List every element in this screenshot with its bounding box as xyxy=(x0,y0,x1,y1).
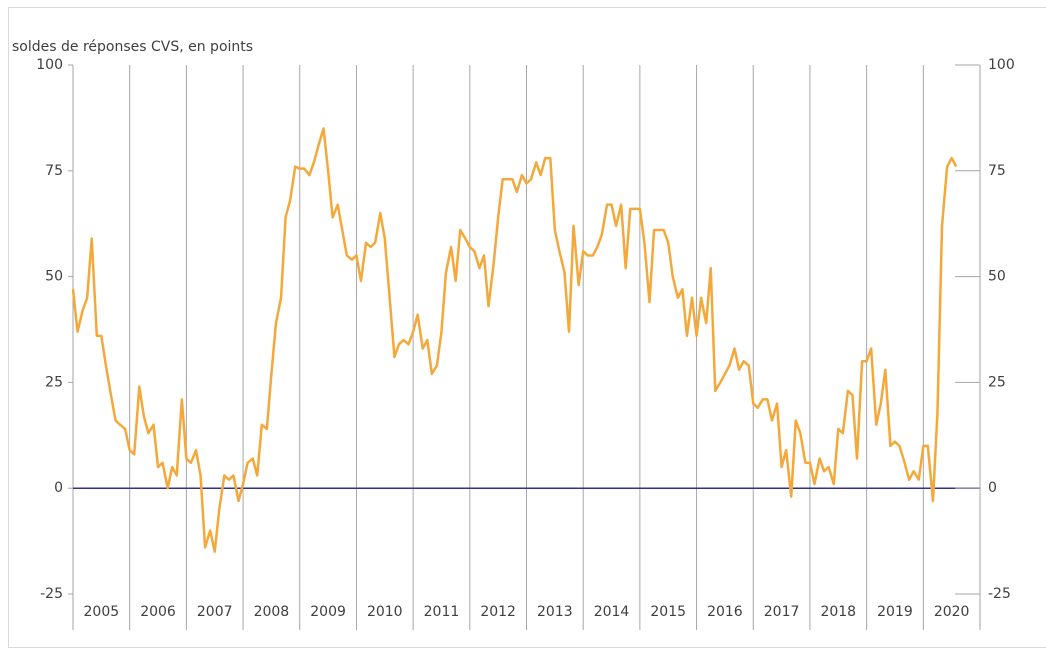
x-tick-label: 2013 xyxy=(537,604,573,620)
y-tick-label: 25 xyxy=(45,374,63,390)
x-tick-label: 2008 xyxy=(254,604,290,620)
x-tick-label: 2020 xyxy=(934,604,970,620)
y-tick-label: 75 xyxy=(45,163,63,179)
y2-tick-label: -25 xyxy=(988,586,1011,602)
x-tick-label: 2010 xyxy=(367,604,403,620)
x-tick-label: 2005 xyxy=(84,604,120,620)
x-tick-label: 2014 xyxy=(594,604,630,620)
y2-tick-label: 25 xyxy=(988,374,1006,390)
axis-label: soldes de réponses CVS, en points xyxy=(12,39,253,55)
y-tick-label: 100 xyxy=(36,57,63,73)
y2-tick-label: 75 xyxy=(988,163,1006,179)
x-tick-label: 2019 xyxy=(877,604,913,620)
x-tick-label: 2009 xyxy=(310,604,346,620)
y2-tick-label: 0 xyxy=(988,480,997,496)
x-tick-label: 2011 xyxy=(424,604,460,620)
x-tick-label: 2016 xyxy=(707,604,743,620)
y-tick-label: 0 xyxy=(54,480,63,496)
x-tick-label: 2017 xyxy=(764,604,800,620)
x-tick-label: 2012 xyxy=(480,604,516,620)
y-tick-label: 50 xyxy=(45,269,63,285)
frame xyxy=(9,8,1046,648)
x-tick-label: 2015 xyxy=(650,604,686,620)
y2-tick-label: 50 xyxy=(988,269,1006,285)
y2-tick-label: 100 xyxy=(988,57,1015,73)
y-tick-label: -25 xyxy=(40,586,63,602)
x-tick-label: 2006 xyxy=(140,604,176,620)
x-tick-label: 2018 xyxy=(820,604,856,620)
x-tick-label: 2007 xyxy=(197,604,233,620)
